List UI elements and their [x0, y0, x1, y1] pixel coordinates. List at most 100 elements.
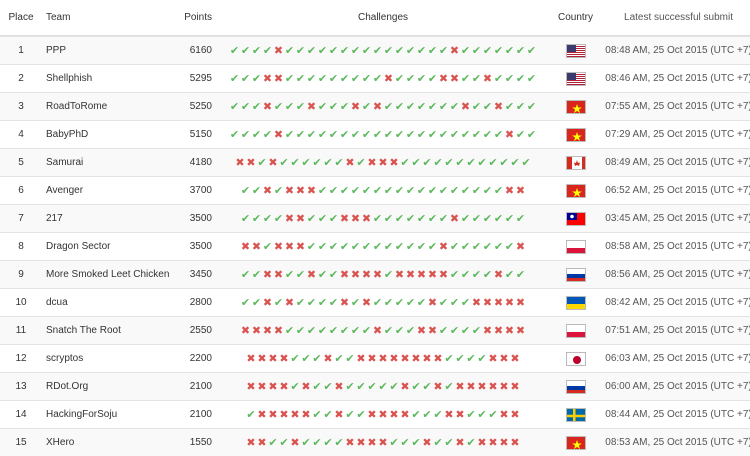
cross-icon: ✖: [295, 212, 306, 225]
cross-icon: ✖: [372, 100, 383, 113]
check-icon: ✔: [449, 268, 460, 281]
check-icon: ✔: [251, 72, 262, 85]
check-icon: ✔: [482, 240, 493, 253]
team-name[interactable]: Snatch The Root: [46, 325, 121, 336]
check-icon: ✔: [317, 44, 328, 57]
country-cell: [548, 211, 603, 226]
check-icon: ✔: [394, 128, 405, 141]
team-name[interactable]: Shellphish: [46, 73, 93, 84]
check-icon: ✔: [372, 128, 383, 141]
check-icon: ✔: [449, 324, 460, 337]
check-icon: ✔: [394, 296, 405, 309]
check-icon: ✔: [251, 128, 262, 141]
points-cell: 4180: [189, 157, 212, 168]
check-icon: ✔: [477, 408, 487, 421]
us-flag: [565, 71, 586, 86]
cross-icon: ✖: [389, 156, 399, 169]
points-cell: 5150: [189, 129, 212, 140]
check-icon: ✔: [515, 128, 526, 141]
check-icon: ✔: [317, 240, 328, 253]
cross-icon: ✖: [416, 324, 427, 337]
team-name[interactable]: 217: [46, 213, 63, 224]
cross-icon: ✖: [284, 240, 295, 253]
country-cell: [548, 379, 603, 394]
check-icon: ✔: [295, 72, 306, 85]
check-icon: ✔: [317, 72, 328, 85]
cross-icon: ✖: [493, 100, 504, 113]
check-icon: ✔: [504, 44, 515, 57]
cross-icon: ✖: [356, 436, 366, 449]
check-icon: ✔: [405, 128, 416, 141]
team-name[interactable]: Avenger: [46, 185, 84, 196]
cross-icon: ✖: [427, 268, 438, 281]
check-icon: ✔: [449, 100, 460, 113]
cross-icon: ✖: [482, 72, 493, 85]
check-icon: ✔: [427, 44, 438, 57]
points-header[interactable]: Points: [184, 12, 212, 23]
team-name[interactable]: Samurai: [46, 157, 84, 168]
check-icon: ✔: [328, 324, 339, 337]
cross-icon: ✖: [504, 128, 515, 141]
check-icon: ✔: [449, 184, 460, 197]
check-icon: ✔: [493, 212, 504, 225]
check-icon: ✔: [240, 128, 251, 141]
points-cell: 2200: [189, 353, 212, 364]
team-name[interactable]: dcua: [46, 297, 68, 308]
cross-icon: ✖: [246, 436, 256, 449]
cross-icon: ✖: [504, 324, 515, 337]
scoreboard-header: Place Team Points Challenges Country Lat…: [0, 0, 750, 36]
cross-icon: ✖: [499, 436, 509, 449]
points-cell: 1550: [189, 437, 212, 448]
team-name[interactable]: XHero: [46, 437, 75, 448]
team-name[interactable]: RDot.Org: [46, 381, 89, 392]
check-icon: ✔: [433, 436, 443, 449]
team-name[interactable]: RoadToRome: [46, 101, 108, 112]
check-icon: ✔: [482, 212, 493, 225]
challenge-status-list: ✖ ✖ ✖ ✖ ✔ ✔ ✔ ✔ ✔ ✔ ✔ ✔ ✖ ✔ ✔ ✔ ✖ ✖ ✔ ✔ ✔ ✔ ✖ ✖ ✖ ✖: [218, 325, 548, 337]
team-name[interactable]: HackingForSoju: [46, 409, 118, 420]
team-name[interactable]: Dragon Sector: [46, 241, 111, 252]
check-icon: ✔: [405, 184, 416, 197]
cross-icon: ✖: [273, 72, 284, 85]
ca-flag: [565, 155, 586, 170]
check-icon: ✔: [251, 184, 262, 197]
team-header[interactable]: Team: [46, 12, 71, 23]
check-icon: ✔: [262, 240, 273, 253]
check-icon: ✔: [334, 352, 344, 365]
latest-submit-time: 08:56 AM, 25 Oct 2015 (UTC +7): [605, 269, 750, 280]
check-icon: ✔: [482, 268, 493, 281]
check-icon: ✔: [383, 240, 394, 253]
latest-submit-time: 08:53 AM, 25 Oct 2015 (UTC +7): [605, 437, 750, 448]
check-icon: ✔: [323, 380, 333, 393]
check-icon: ✔: [449, 128, 460, 141]
ru-flag: [565, 267, 586, 282]
cross-icon: ✖: [449, 72, 460, 85]
check-icon: ✔: [290, 380, 300, 393]
check-icon: ✔: [405, 240, 416, 253]
cross-icon: ✖: [383, 72, 394, 85]
place-cell: 13: [15, 381, 27, 392]
cross-icon: ✖: [400, 380, 410, 393]
team-name[interactable]: PPP: [46, 45, 67, 56]
check-icon: ✔: [416, 296, 427, 309]
team-name[interactable]: BabyPhD: [46, 129, 89, 140]
cross-icon: ✖: [466, 380, 476, 393]
cross-icon: ✖: [306, 184, 317, 197]
check-icon: ✔: [471, 324, 482, 337]
pl-flag: [565, 239, 586, 254]
check-icon: ✔: [460, 128, 471, 141]
cross-icon: ✖: [427, 296, 438, 309]
cross-icon: ✖: [493, 268, 504, 281]
place-header[interactable]: Place: [8, 12, 34, 23]
team-name[interactable]: More Smoked Leet Chicken: [46, 269, 170, 280]
check-icon: ✔: [284, 268, 295, 281]
challenge-status-list: ✖ ✖ ✔ ✔ ✖ ✔ ✔ ✔ ✔ ✖ ✖ ✖ ✖ ✔ ✔ ✔ ✖ ✔ ✔ ✖ ✔ ✖ ✖ ✖ ✖: [218, 437, 548, 449]
check-icon: ✔: [383, 212, 394, 225]
latest-submit-time: 07:55 AM, 25 Oct 2015 (UTC +7): [605, 101, 750, 112]
cross-icon: ✖: [339, 268, 350, 281]
team-name[interactable]: scryptos: [46, 353, 84, 364]
latest-submit-time: 08:48 AM, 25 Oct 2015 (UTC +7): [605, 45, 750, 56]
cross-icon: ✖: [422, 436, 432, 449]
check-icon: ✔: [504, 72, 515, 85]
check-icon: ✔: [229, 100, 240, 113]
